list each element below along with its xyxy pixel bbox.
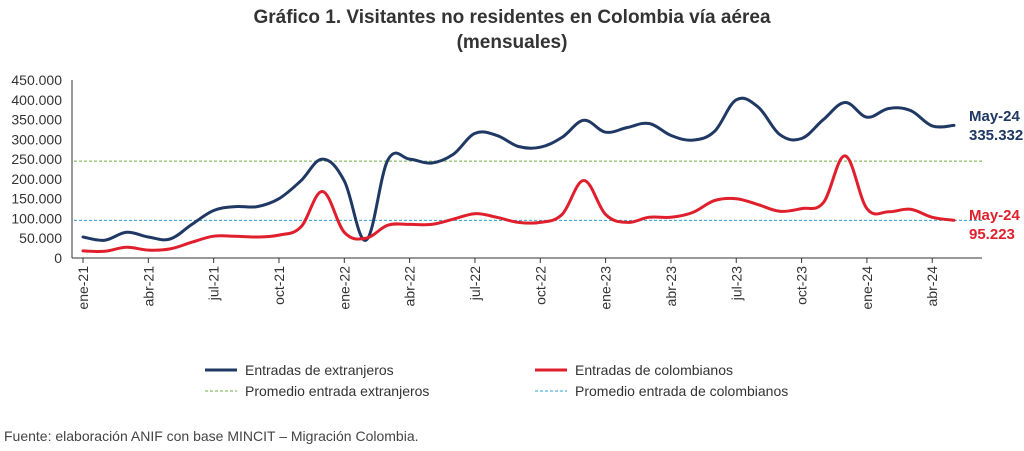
colombianos-end-label: May-24 <box>969 207 1021 224</box>
line-chart: 0 50.000 100.000 150.000 200.000 250.000 300.0… <box>11 72 1023 399</box>
x-tick-label: oct-21 <box>271 266 287 305</box>
x-tick-label: oct-23 <box>794 266 810 305</box>
y-tick-label: 100.000 <box>11 210 62 226</box>
x-tick-label: jul-23 <box>728 266 744 301</box>
x-axis: ene-21 abr-21 jul-21 oct-21 ene-22 abr-22 jul-… <box>72 257 982 310</box>
legend: Entradas de extranjeros Entradas de colom… <box>205 362 788 399</box>
source-note: Fuente: elaboración ANIF con base MINCIT… <box>4 428 419 444</box>
y-tick-label: 450.000 <box>11 72 62 88</box>
extranjeros-end-value: 335.332 <box>969 127 1023 144</box>
y-tick-label: 50.000 <box>19 230 62 246</box>
y-tick-label: 150.000 <box>11 191 62 207</box>
avg_colombianos-legend-label: Promedio entrada de colombianos <box>575 383 788 399</box>
x-tick-label: abr-22 <box>402 266 418 307</box>
extranjeros-legend-label: Entradas de extranjeros <box>245 362 394 378</box>
y-tick-label: 250.000 <box>11 151 62 167</box>
x-tick-label: ene-21 <box>75 266 91 310</box>
colombianos-end-value: 95.223 <box>969 226 1015 243</box>
y-tick-label: 300.000 <box>11 131 62 147</box>
x-tick-label: jul-21 <box>206 266 222 301</box>
x-tick-label: ene-24 <box>859 266 875 310</box>
y-axis: 0 50.000 100.000 150.000 200.000 250.000 300.0… <box>11 72 73 266</box>
x-tick-label: jul-22 <box>467 266 483 301</box>
x-tick-label: abr-24 <box>924 266 940 307</box>
chart-title: Gráfico 1. Visitantes no residentes en C… <box>253 7 771 28</box>
colombianos-series-line <box>81 154 956 254</box>
series-lines <box>81 96 956 254</box>
y-tick-label: 200.000 <box>11 171 62 187</box>
y-tick-label: 400.000 <box>11 92 62 108</box>
x-tick-label: ene-22 <box>336 266 352 310</box>
y-tick-label: 0 <box>54 250 62 266</box>
avg_extranjeros-legend-label: Promedio entrada extranjeros <box>245 383 429 399</box>
colombianos-legend-label: Entradas de colombianos <box>575 362 733 378</box>
chart-subtitle: (mensuales) <box>456 32 568 53</box>
x-tick-label: abr-23 <box>663 266 679 307</box>
end-annotations: May-24 335.332 May-24 95.223 <box>969 108 1023 243</box>
x-tick-label: abr-21 <box>140 266 156 307</box>
x-tick-label: oct-22 <box>532 266 548 305</box>
x-tick-label: ene-23 <box>598 266 614 310</box>
reference-lines <box>74 160 982 221</box>
extranjeros-series-line <box>81 96 956 242</box>
extranjeros-end-label: May-24 <box>969 108 1021 125</box>
y-tick-label: 350.000 <box>11 112 62 128</box>
